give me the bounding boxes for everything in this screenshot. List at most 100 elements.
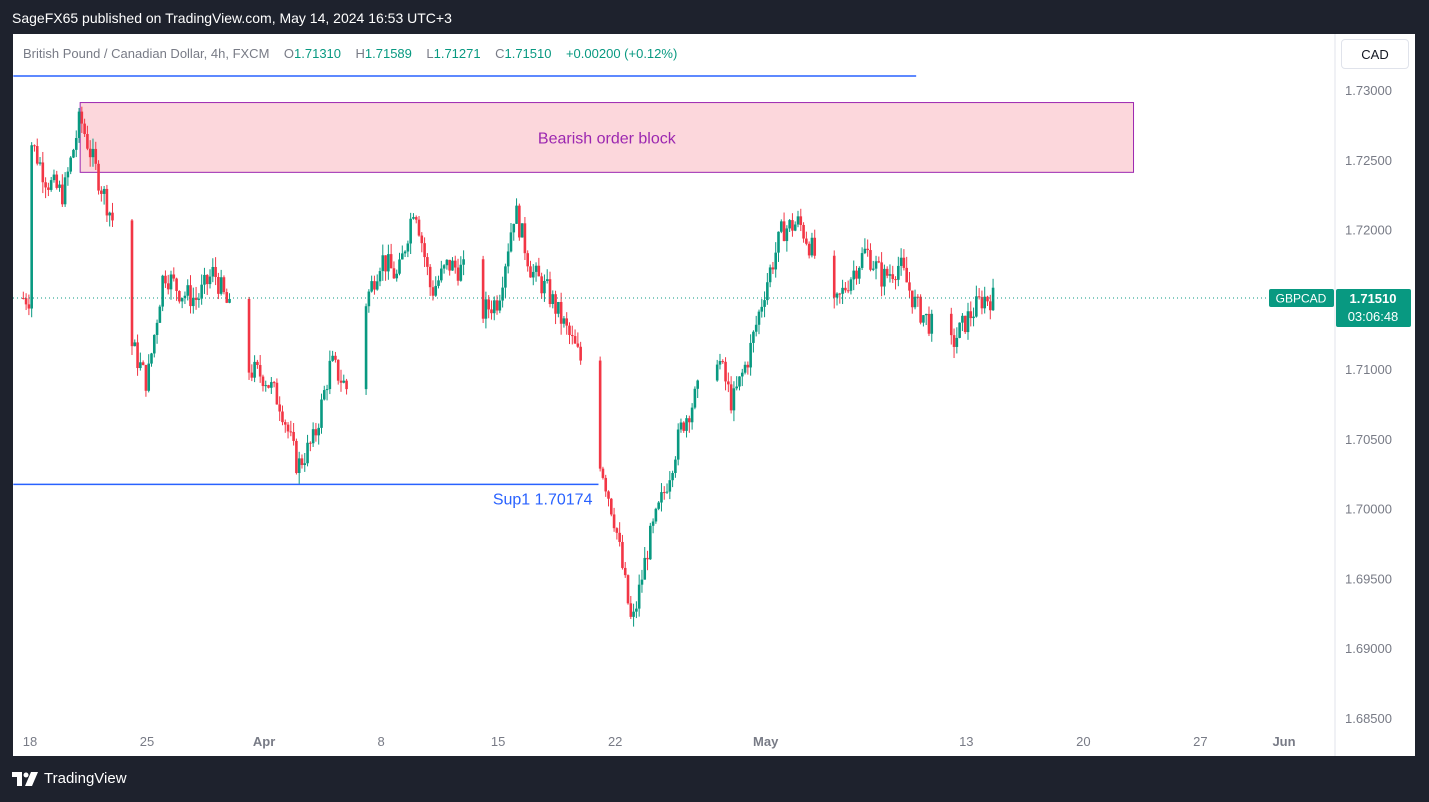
candle-up [306,442,309,464]
candle-down [426,257,429,267]
legend-close-label: C [495,46,505,61]
candle-up [651,521,655,526]
candle-up [445,259,449,266]
candle-down [189,285,192,307]
candle-up [654,508,658,522]
candle-up [779,221,783,232]
candle-down [910,290,914,308]
candle-up [297,458,301,474]
candle-up [303,463,307,465]
candle-down [86,134,89,149]
candle-down [721,361,725,363]
candle-down [205,274,209,285]
candle-up [740,372,744,377]
candle-up [311,429,315,444]
x-tick-label: Jun [1272,734,1295,749]
candle-up [660,492,663,503]
candle-down [908,282,911,291]
candle-up [849,279,853,291]
candle-up [557,301,560,314]
candle-up [632,611,635,617]
candle-down [423,243,426,258]
candle-up [322,390,326,400]
candle-down [855,270,858,279]
y-tick-label: 1.68500 [1345,711,1392,726]
support-line-label: Sup1 1.70174 [493,491,593,508]
candle-up [211,266,215,277]
candle-down [523,223,527,254]
candle-down [44,182,47,188]
chart-frame[interactable]: 1.730001.725001.720001.715001.710001.705… [13,34,1415,756]
candle-up [152,334,156,354]
candle-up [180,297,184,302]
legend-high-value: 1.71589 [364,46,412,61]
candle-down [969,311,973,319]
candle-up [462,259,465,265]
candle-down [568,325,571,336]
candle-up [796,216,800,225]
y-tick-label: 1.70000 [1345,502,1392,517]
bottom-bar: TradingView [0,756,1429,802]
legend-low-label: L [426,46,434,61]
candle-up [512,223,516,233]
legend-change: +0.00200 (+0.12%) [565,46,678,61]
candlestick-chart[interactable]: 1.730001.725001.720001.715001.710001.705… [13,34,1415,756]
candle-up [367,291,371,307]
candle-up [378,271,382,282]
candle-down [286,424,290,432]
candle-up [387,254,390,272]
candle-down [175,278,178,292]
candle-up [398,259,401,274]
candle-down [47,187,50,190]
x-tick-label: 13 [959,734,973,749]
candle-up [74,138,78,150]
candle-up [788,220,791,229]
x-tick-label: 22 [608,734,622,749]
candle-down [621,541,624,568]
candle-up [768,267,772,283]
candle-down [662,492,666,494]
candle-down [389,254,393,269]
candle-up [219,277,223,294]
candle-up [777,231,780,253]
symbol-tag [1269,288,1334,307]
candle-down [802,224,805,239]
candle-up [852,270,856,280]
candle-down [164,275,167,284]
candle-down [258,365,262,377]
candle-up [649,525,652,560]
candle-down [281,411,284,423]
candle-up [991,287,995,311]
candle-up [543,280,546,294]
candle-up [897,265,900,280]
candle-up [679,422,683,430]
candle-up [760,306,764,312]
candle-up [264,385,268,387]
candle-down [80,111,84,124]
candle-up [72,149,75,158]
candle-down [267,385,270,388]
candle-up [228,298,231,303]
candle-down [729,384,733,411]
candle-down [626,575,630,604]
candle-down [846,290,850,292]
order-block-label: Bearish order block [538,130,677,147]
candle-down [869,250,872,270]
candle-up [509,232,513,252]
candle-up [409,218,412,244]
candle-up [77,111,81,139]
candle-down [61,184,64,205]
published-caption: SageFX65 published on TradingView.com, M… [12,10,452,26]
tradingview-logo-icon [12,771,38,786]
candle-down [41,162,45,183]
currency-button[interactable]: CAD [1341,39,1409,69]
candle-down [27,304,31,309]
candle-down [609,498,613,515]
candle-down [214,266,217,278]
candle-up [531,271,535,278]
candle-down [314,429,318,436]
y-tick-label: 1.71000 [1345,362,1392,377]
y-tick-label: 1.72500 [1345,153,1392,168]
candle-up [841,287,844,294]
tradingview-logo[interactable]: TradingView [12,770,127,787]
